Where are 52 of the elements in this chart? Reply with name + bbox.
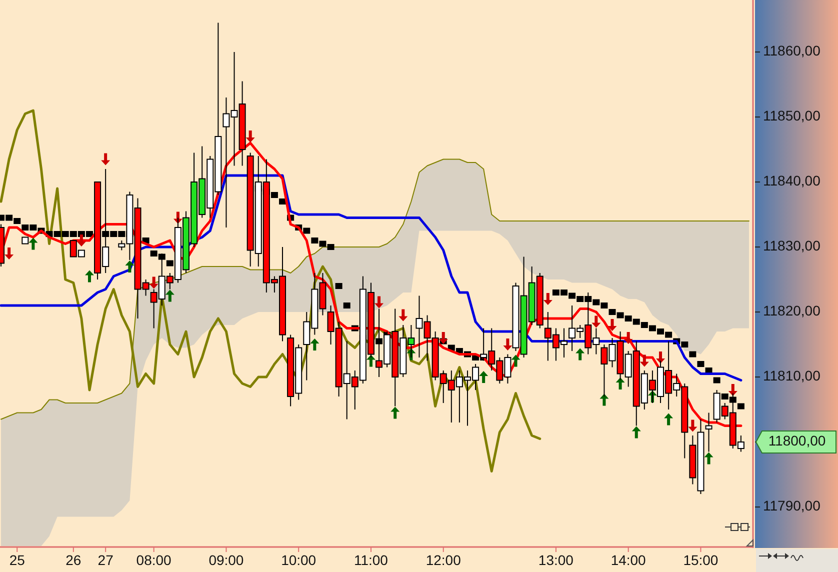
point [608,319,617,331]
point [600,394,609,406]
y-tick-label: 11850,00 [763,108,821,124]
point [704,452,714,464]
x-tick-label: 10:00 [281,552,316,568]
x-tick-label: 11:00 [354,552,388,568]
y-tick-label: 11810,00 [763,368,821,384]
y-tick-label: 11860,00 [763,42,821,59]
point [664,413,674,426]
point [511,354,520,367]
point [84,270,94,282]
point [479,371,488,383]
x-tick-label: 25 [9,552,26,568]
x-tick-label: 15:00 [683,552,718,568]
point [374,296,384,308]
point [28,238,38,250]
point [640,354,649,367]
x-tick-label: 09:00 [208,552,244,568]
point [438,332,448,344]
point [543,293,552,305]
x-tick-label: 13:00 [538,552,574,568]
point [76,234,86,246]
point [310,338,320,350]
x-tick-label: 26 [66,552,82,568]
y-tick-label: 11830,00 [763,238,821,254]
point [592,316,601,328]
point [246,130,255,142]
x-tick-label: 12:00 [426,552,462,568]
point [149,276,158,289]
x-tick-label: 14:00 [610,552,646,568]
point [390,406,400,419]
y-tick-label: 11840,00 [763,172,821,189]
x-tick-label: 08:00 [136,552,172,568]
point [624,332,633,344]
point [656,352,666,364]
point [165,290,174,302]
y-tick-label: 11820,00 [763,302,821,319]
point [616,378,625,390]
point [398,309,408,322]
point [688,420,698,432]
text: 11800,00 [768,432,826,449]
point [366,354,376,367]
point [576,348,585,360]
point [632,426,641,438]
point [4,248,14,260]
y-tick-label: 11790,00 [763,498,821,514]
candlestick [705,412,712,452]
point [503,338,512,350]
point [728,384,738,396]
point [101,153,110,166]
x-tick-label: 27 [98,552,114,568]
point [125,260,134,272]
